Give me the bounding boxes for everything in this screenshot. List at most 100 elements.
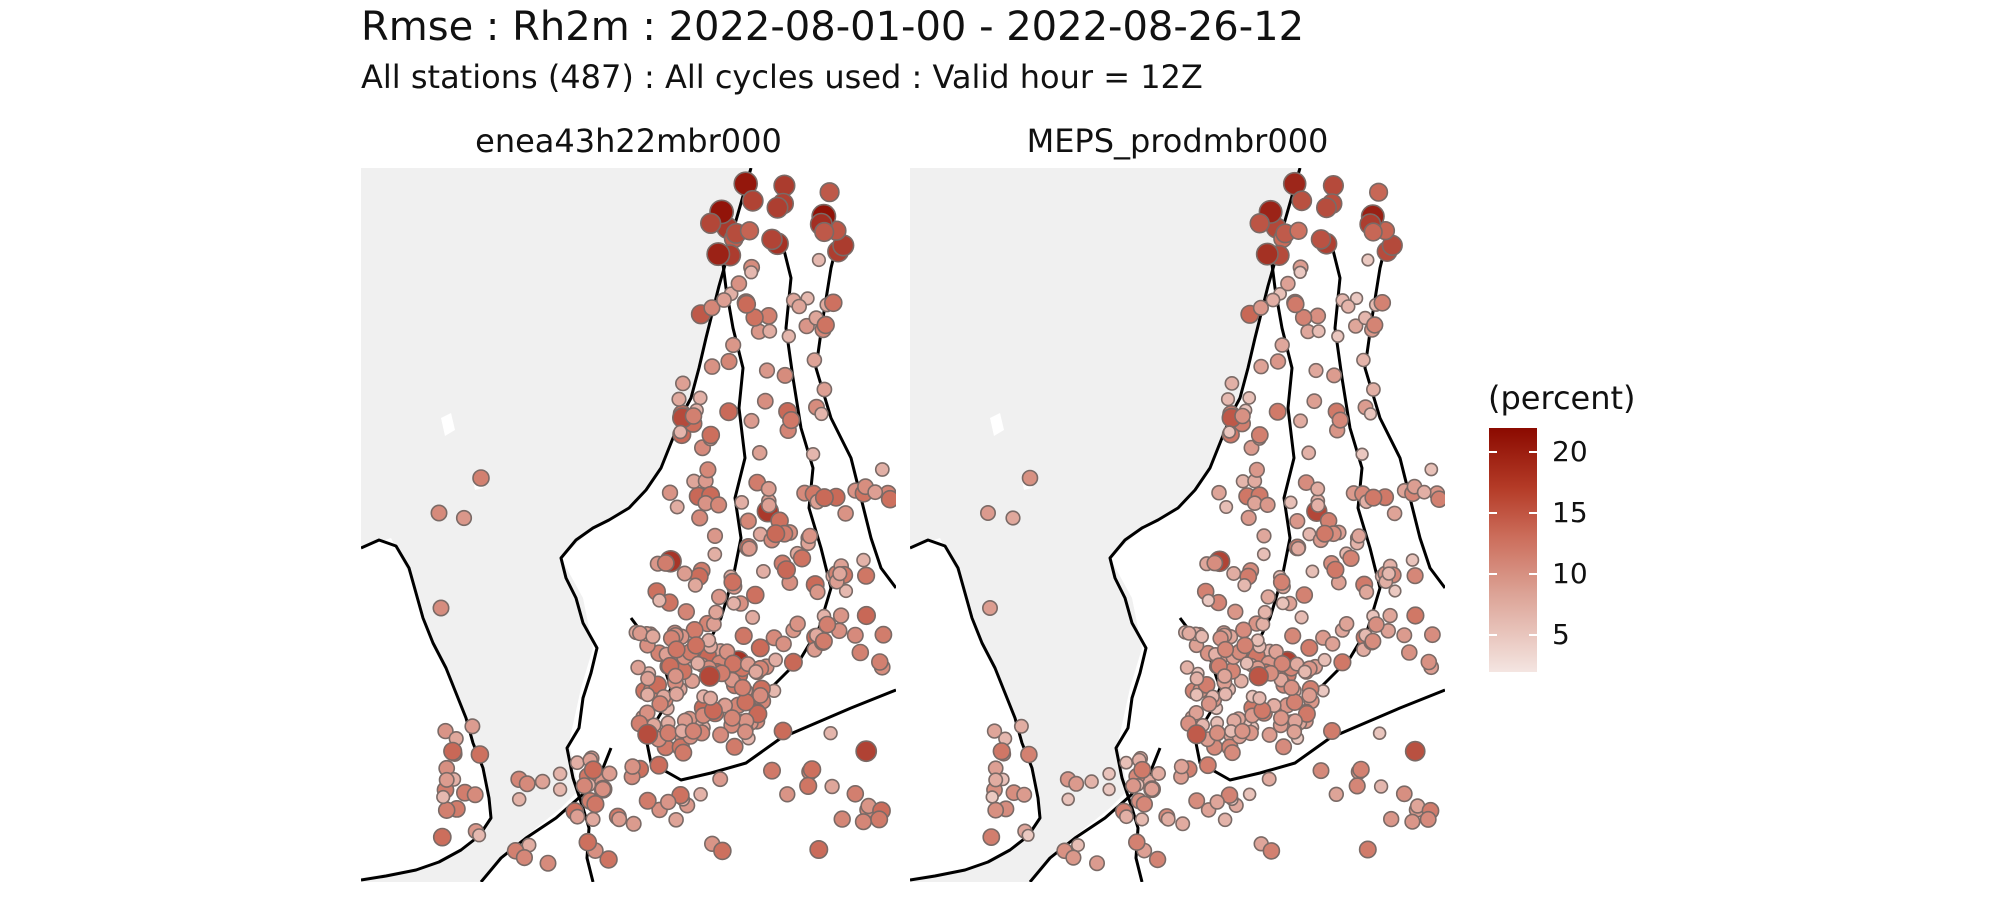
station-point [1021, 828, 1035, 842]
station-point [1308, 362, 1324, 379]
station-point [660, 793, 677, 811]
station-point [1249, 213, 1270, 234]
station-point [745, 585, 765, 605]
station-point [471, 828, 487, 843]
station-point [1222, 425, 1237, 439]
legend-title: (percent) [1488, 379, 1636, 417]
station-point [534, 773, 551, 790]
station-point [1272, 573, 1291, 591]
station-point [1206, 554, 1224, 572]
station-point [1361, 253, 1375, 267]
station-point [776, 560, 797, 580]
station-point [1348, 318, 1364, 334]
station-point [656, 554, 675, 572]
station-point [1274, 337, 1290, 353]
station-point [791, 298, 808, 315]
station-point [1179, 660, 1195, 675]
station-point [1349, 291, 1364, 306]
station-point [684, 722, 703, 740]
station-point [1363, 407, 1378, 421]
station-point [857, 566, 876, 585]
station-point [1291, 190, 1313, 212]
station-point [631, 625, 648, 642]
station-point [1256, 547, 1271, 562]
station-point [430, 504, 448, 522]
station-point [625, 815, 642, 832]
station-point [782, 411, 801, 430]
station-point [624, 758, 641, 775]
station-point [870, 810, 889, 829]
station-point [1256, 528, 1272, 544]
station-point [1188, 704, 1205, 721]
station-point [779, 786, 796, 803]
station-point [1326, 560, 1345, 579]
station-point [837, 505, 854, 522]
station-point [1265, 292, 1281, 308]
station-point [1234, 407, 1251, 425]
station-point [1322, 721, 1341, 740]
station-point [706, 527, 724, 545]
station-point [511, 791, 527, 807]
station-point [776, 366, 794, 384]
station-point [1358, 584, 1375, 600]
panel-title-left: enea43h22mbr000 [475, 122, 782, 160]
station-point [1239, 656, 1254, 671]
station-point [1134, 812, 1150, 827]
station-point [1260, 589, 1276, 605]
station-point [1275, 738, 1293, 756]
station-point [1201, 593, 1216, 608]
station-point [1364, 488, 1383, 507]
station-point [1071, 838, 1086, 853]
station-point [814, 488, 834, 508]
legend-tick-mark [1529, 512, 1537, 515]
station-point [1261, 726, 1278, 743]
station-point [1297, 664, 1313, 679]
station-point [823, 293, 843, 313]
station-point [1235, 621, 1253, 639]
station-points [430, 171, 896, 872]
station-point [811, 252, 827, 268]
station-point [518, 775, 536, 793]
station-point [1404, 813, 1421, 830]
station-point [1283, 495, 1298, 510]
station-point [1216, 640, 1235, 659]
station-point [1364, 632, 1382, 650]
land-area [990, 413, 1004, 436]
station-point [1237, 578, 1252, 593]
station-point [1248, 461, 1266, 478]
station-point [1366, 316, 1384, 334]
station-point [1148, 850, 1167, 869]
station-point [783, 652, 803, 672]
station-point [1331, 329, 1345, 344]
station-point [1173, 758, 1190, 775]
station-point [1416, 484, 1432, 500]
station-point [1342, 549, 1360, 567]
station-point [1227, 603, 1244, 620]
station-point [1217, 812, 1233, 828]
station-point [987, 801, 1005, 819]
station-point [982, 599, 999, 616]
station-point [1396, 627, 1413, 644]
station-point [708, 604, 724, 620]
station-point [1275, 596, 1290, 611]
station-point [985, 790, 999, 804]
station-point [988, 772, 1004, 788]
station-point [756, 392, 774, 410]
station-point [802, 760, 822, 779]
station-point [1355, 447, 1369, 461]
station-point [668, 811, 684, 828]
station-point [856, 552, 871, 568]
coastline [1363, 227, 1445, 589]
station-point [855, 740, 878, 763]
station-point [1143, 781, 1160, 798]
station-point [470, 745, 490, 764]
station-point [1315, 197, 1337, 219]
station-point [676, 565, 693, 582]
legend-tick-label: 15 [1552, 496, 1588, 530]
station-point [1013, 718, 1029, 734]
station-point [1294, 308, 1313, 327]
station-point [1255, 242, 1279, 266]
station-point [1419, 810, 1437, 828]
station-point [1248, 666, 1269, 687]
station-point [1005, 510, 1021, 526]
